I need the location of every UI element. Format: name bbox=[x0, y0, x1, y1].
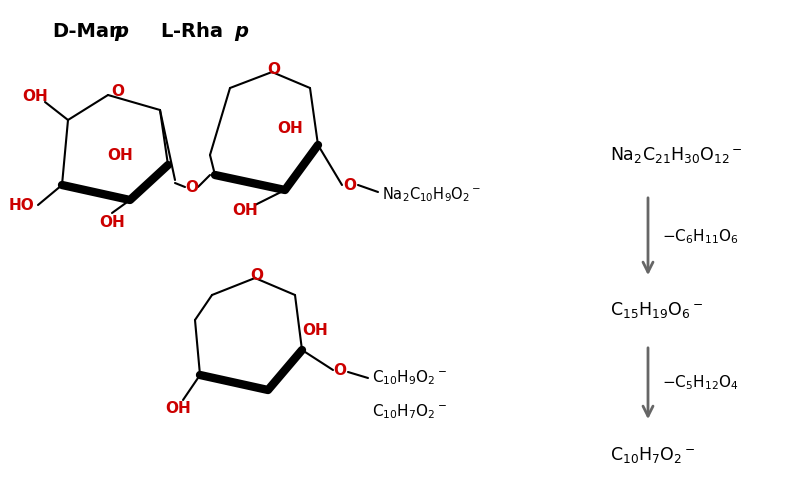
Text: O: O bbox=[343, 177, 357, 192]
Text: C$_{15}$H$_{19}$O$_6$$^-$: C$_{15}$H$_{19}$O$_6$$^-$ bbox=[610, 300, 703, 320]
Text: $-$C$_5$H$_{12}$O$_4$: $-$C$_5$H$_{12}$O$_4$ bbox=[662, 374, 738, 392]
Text: HO: HO bbox=[9, 197, 35, 212]
Text: OH: OH bbox=[302, 323, 328, 337]
Text: O: O bbox=[111, 84, 125, 99]
Text: p: p bbox=[114, 22, 128, 41]
Text: D-Man: D-Man bbox=[52, 22, 123, 41]
Text: OH: OH bbox=[107, 147, 133, 162]
Text: Na$_2$C$_{10}$H$_9$O$_2$$^-$: Na$_2$C$_{10}$H$_9$O$_2$$^-$ bbox=[382, 186, 482, 204]
Text: $-$C$_6$H$_{11}$O$_6$: $-$C$_6$H$_{11}$O$_6$ bbox=[662, 227, 738, 246]
Text: C$_{10}$H$_9$O$_2$$^-$: C$_{10}$H$_9$O$_2$$^-$ bbox=[372, 369, 447, 387]
Text: OH: OH bbox=[232, 203, 258, 218]
Text: O: O bbox=[186, 179, 198, 194]
Text: OH: OH bbox=[22, 88, 48, 104]
Text: OH: OH bbox=[165, 400, 191, 416]
Text: O: O bbox=[250, 267, 263, 282]
Text: p: p bbox=[234, 22, 248, 41]
Text: O: O bbox=[334, 363, 346, 378]
Text: L: L bbox=[160, 22, 172, 41]
Text: C$_{10}$H$_7$O$_2$$^-$: C$_{10}$H$_7$O$_2$$^-$ bbox=[610, 445, 695, 465]
Text: Na$_2$C$_{21}$H$_{30}$O$_{12}$$^-$: Na$_2$C$_{21}$H$_{30}$O$_{12}$$^-$ bbox=[610, 145, 743, 165]
Text: -Rha: -Rha bbox=[173, 22, 223, 41]
Text: OH: OH bbox=[277, 121, 303, 136]
Text: OH: OH bbox=[99, 214, 125, 229]
Text: C$_{10}$H$_7$O$_2$$^-$: C$_{10}$H$_7$O$_2$$^-$ bbox=[372, 402, 447, 421]
Text: O: O bbox=[267, 62, 281, 76]
